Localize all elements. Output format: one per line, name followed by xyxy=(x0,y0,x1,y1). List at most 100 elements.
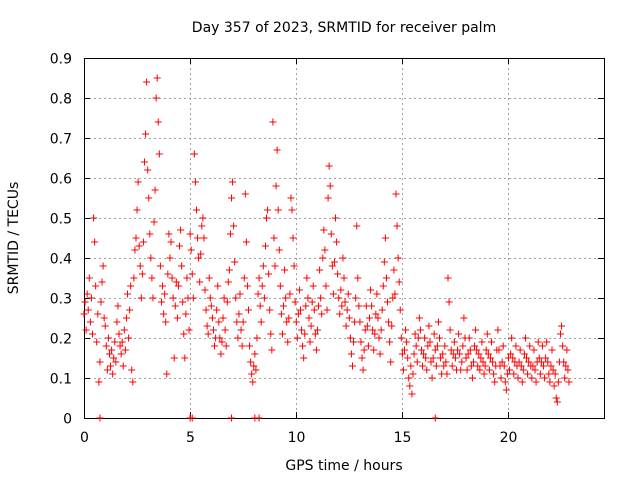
data-point xyxy=(199,214,207,222)
data-point xyxy=(266,306,274,314)
data-point xyxy=(388,322,396,330)
data-point xyxy=(551,370,559,378)
data-point xyxy=(372,310,380,318)
data-point xyxy=(238,342,246,350)
data-point xyxy=(204,330,212,338)
x-tick-label: 0 xyxy=(80,430,89,446)
data-point xyxy=(277,310,285,318)
data-point xyxy=(437,354,445,362)
data-point xyxy=(448,362,456,370)
data-point xyxy=(386,338,394,346)
data-point xyxy=(185,326,193,334)
data-point xyxy=(306,338,314,346)
data-point xyxy=(549,366,557,374)
data-point xyxy=(485,366,493,374)
data-point xyxy=(96,358,104,366)
data-point xyxy=(382,274,390,282)
data-point xyxy=(467,362,475,370)
data-point xyxy=(500,362,508,370)
data-point xyxy=(298,326,306,334)
data-point xyxy=(531,366,539,374)
data-point xyxy=(95,378,103,386)
data-point xyxy=(278,330,286,338)
data-point xyxy=(92,282,100,290)
data-point xyxy=(207,302,215,310)
data-point xyxy=(356,318,364,326)
data-point xyxy=(541,374,549,382)
data-point xyxy=(318,310,326,318)
data-point xyxy=(406,382,414,390)
data-point xyxy=(486,354,494,362)
data-point xyxy=(272,182,280,190)
data-point xyxy=(350,338,358,346)
data-point xyxy=(315,302,323,310)
data-point xyxy=(119,362,127,370)
data-point xyxy=(478,338,486,346)
data-point xyxy=(359,366,367,374)
data-point xyxy=(295,286,303,294)
data-point xyxy=(322,282,330,290)
data-point xyxy=(399,366,407,374)
data-point xyxy=(291,298,299,306)
data-point xyxy=(190,150,198,158)
data-point xyxy=(224,278,232,286)
data-point xyxy=(343,306,351,314)
data-point xyxy=(326,182,334,190)
data-point xyxy=(180,330,188,338)
data-point xyxy=(431,346,439,354)
data-point xyxy=(83,290,91,298)
data-point xyxy=(254,290,262,298)
data-point xyxy=(419,362,427,370)
data-point xyxy=(488,338,496,346)
data-point xyxy=(543,338,551,346)
data-point xyxy=(494,326,502,334)
data-point xyxy=(96,414,104,422)
x-tick-label: 20 xyxy=(500,430,518,446)
data-point xyxy=(177,226,185,234)
data-point xyxy=(368,302,376,310)
x-tick-label: 10 xyxy=(288,430,306,446)
data-point xyxy=(462,354,470,362)
data-point xyxy=(284,338,292,346)
data-point xyxy=(397,334,405,342)
x-tick-label: 5 xyxy=(186,430,195,446)
data-point xyxy=(133,206,141,214)
data-point xyxy=(136,262,144,270)
data-point xyxy=(299,342,307,350)
data-point xyxy=(502,386,510,394)
data-point xyxy=(205,274,213,282)
data-point xyxy=(103,366,111,374)
data-point xyxy=(197,250,205,258)
data-point xyxy=(468,374,476,382)
data-point xyxy=(434,318,442,326)
data-point xyxy=(170,354,178,362)
data-point xyxy=(268,346,276,354)
data-point xyxy=(440,362,448,370)
data-point xyxy=(86,318,94,326)
data-point xyxy=(194,234,202,242)
data-point xyxy=(515,358,523,366)
data-point xyxy=(327,230,335,238)
data-point xyxy=(417,346,425,354)
data-point xyxy=(424,342,432,350)
y-tick-label: 0 xyxy=(63,412,72,428)
data-point xyxy=(376,350,384,358)
data-point xyxy=(471,342,479,350)
data-point xyxy=(228,194,236,202)
data-point xyxy=(474,362,482,370)
data-point xyxy=(260,294,268,302)
data-point xyxy=(413,358,421,366)
axes: 0 0.1 0.2 0.3 0.4 0.5 0.6 0.7 0.8 0.9 0 5 10 15 20 xyxy=(50,52,605,446)
data-point xyxy=(514,374,522,382)
data-point xyxy=(332,214,340,222)
data-point xyxy=(442,358,450,366)
data-point xyxy=(476,366,484,374)
data-point xyxy=(91,238,99,246)
data-point xyxy=(166,254,174,262)
data-point xyxy=(222,342,230,350)
data-point xyxy=(423,366,431,374)
data-point xyxy=(335,294,343,302)
data-point xyxy=(536,370,544,378)
x-axis-label: GPS time / hours xyxy=(285,458,402,474)
data-point xyxy=(293,334,301,342)
